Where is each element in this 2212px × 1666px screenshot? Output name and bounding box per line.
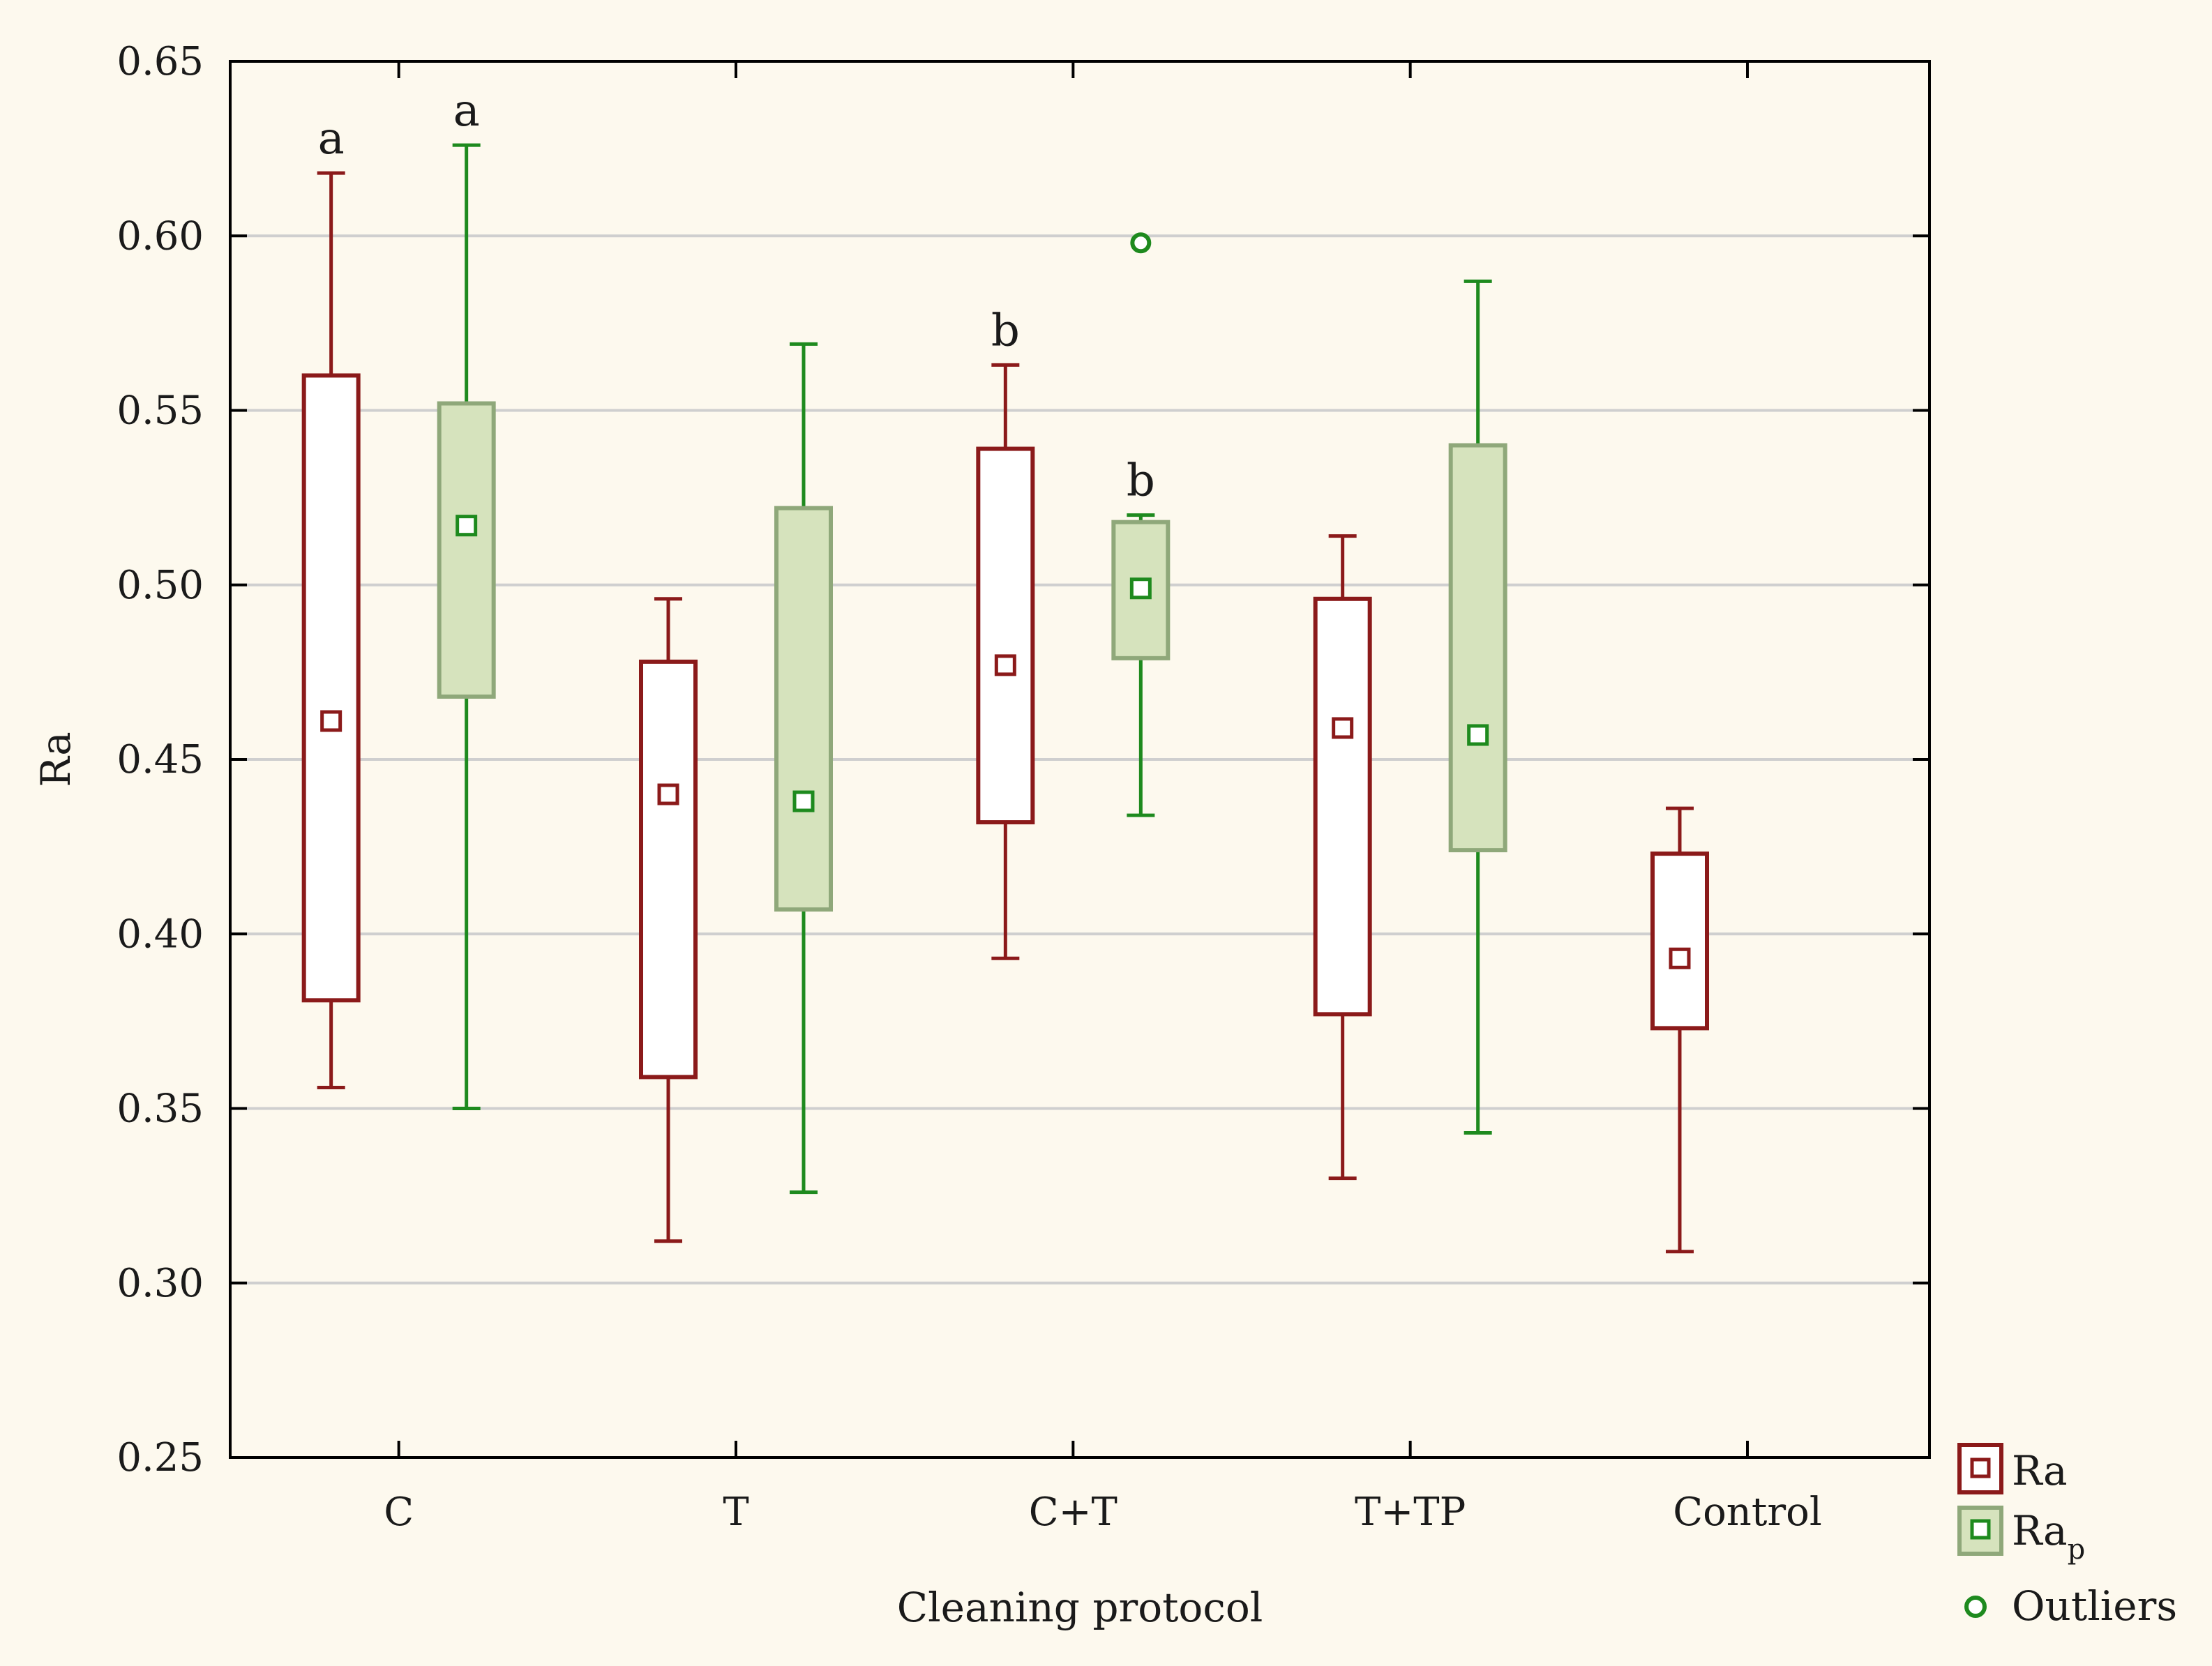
box-series (301, 143, 1709, 1254)
box-iqr (1448, 443, 1507, 853)
median-marker (1332, 717, 1354, 739)
box-ra-c (301, 171, 361, 1089)
box-ra-tplustp (1313, 534, 1372, 1181)
grid-lines (230, 234, 1929, 1285)
y-tick-label: 0.45 (116, 737, 204, 782)
legend-ra-marker (1970, 1457, 1991, 1478)
box-iqr (437, 401, 496, 699)
y-tick-label: 0.25 (116, 1435, 204, 1481)
box-iqr (301, 373, 361, 1003)
x-tick-label: C+T (1029, 1490, 1118, 1535)
annotations: a a b b (318, 85, 1155, 507)
y-tick-label: 0.35 (116, 1086, 204, 1132)
y-tick-label: 0.30 (116, 1261, 204, 1306)
median-marker (1669, 947, 1691, 969)
box-ra-cplust (976, 363, 1035, 960)
median-marker (994, 654, 1016, 676)
box-ra_p-c (437, 143, 496, 1110)
y-tick-label: 0.40 (116, 911, 204, 957)
box-iqr (976, 446, 1035, 825)
x-axis-title: Cleaning protocol (897, 1584, 1263, 1631)
significance-letter: b (991, 305, 1020, 356)
x-tick-label: Control (1673, 1490, 1822, 1535)
box-ra_p-t (774, 342, 833, 1195)
x-tick-label: T (723, 1490, 748, 1535)
median-marker (1467, 724, 1489, 746)
box-iqr (1313, 596, 1372, 1017)
box-ra_p-cplust (1111, 513, 1171, 817)
median-marker (657, 783, 679, 805)
legend-rap-main: Ra (2012, 1507, 2068, 1554)
significance-letter: a (318, 113, 345, 165)
median-marker (456, 515, 478, 537)
outlier-point (1130, 232, 1152, 254)
box-ra_p-tplustp (1448, 279, 1507, 1135)
legend-rap-label: Rap (2012, 1507, 2085, 1566)
box-iqr (1650, 851, 1709, 1031)
significance-letter: b (1127, 455, 1155, 507)
legend-rap-subscript: p (2068, 1534, 2086, 1566)
x-tick-label: T+TP (1355, 1490, 1466, 1535)
x-tick-label: C (384, 1490, 414, 1535)
legend-ra-label: Ra (2012, 1447, 2068, 1494)
legend-rap-marker (1970, 1519, 1991, 1540)
y-tick-label: 0.65 (116, 39, 204, 84)
legend-outlier-marker (1964, 1596, 1987, 1618)
y-axis-title: Ra (32, 732, 80, 787)
median-marker (1129, 577, 1152, 600)
box-ra-t (639, 597, 698, 1243)
y-tick-label: 0.55 (116, 388, 204, 434)
median-marker (320, 710, 343, 732)
axes: 0.25 0.30 0.35 0.40 0.45 0.50 0.55 0.60 0.65 C T C+… (116, 39, 1929, 1535)
significance-letter: a (453, 85, 480, 137)
median-marker (792, 790, 815, 812)
box-iqr (774, 506, 833, 912)
box-ra-control (1650, 806, 1709, 1254)
y-tick-label: 0.50 (116, 563, 204, 608)
legend: Ra Rap Outliers (1957, 1443, 2177, 1630)
y-tick-label: 0.60 (116, 213, 204, 259)
box-iqr (639, 659, 698, 1080)
legend-outlier-label: Outliers (2012, 1582, 2177, 1630)
